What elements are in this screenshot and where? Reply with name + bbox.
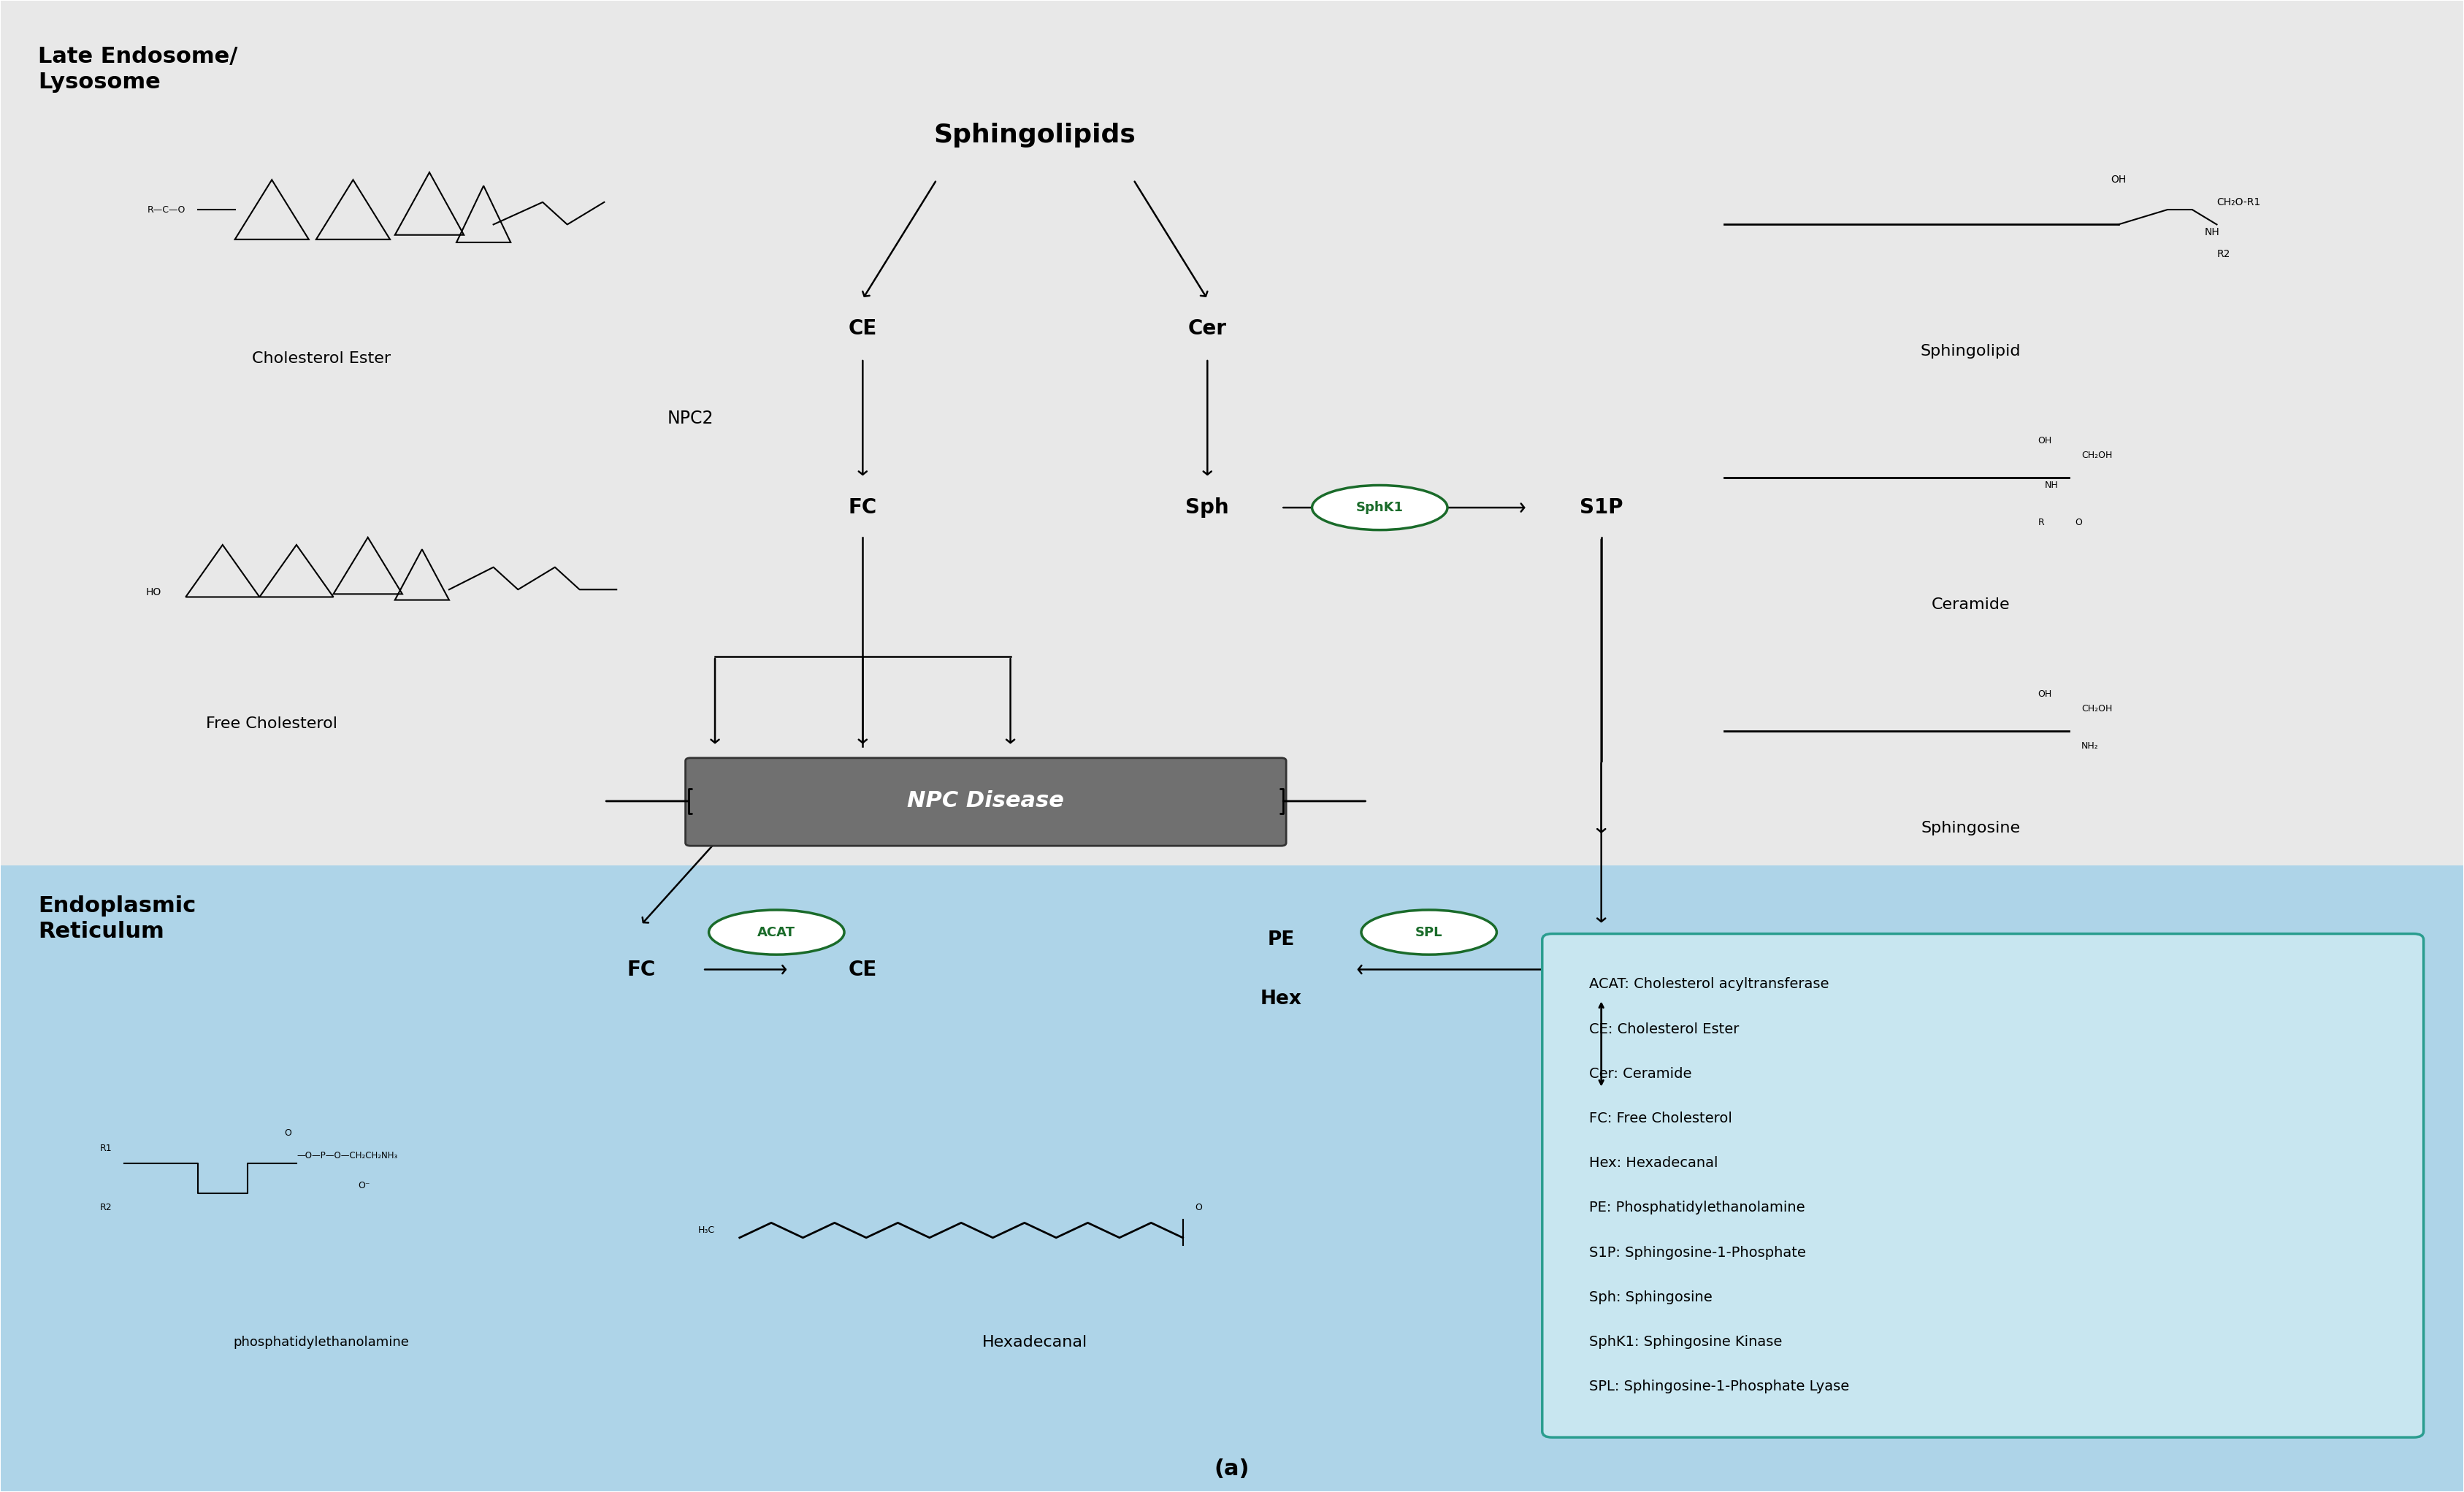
Ellipse shape: [1311, 485, 1446, 530]
Text: Endoplasmic
Reticulum: Endoplasmic Reticulum: [37, 895, 195, 943]
Text: CH₂OH: CH₂OH: [2082, 704, 2112, 713]
Text: NPC2: NPC2: [668, 409, 715, 427]
Text: Sphingolipid: Sphingolipid: [1919, 343, 2020, 358]
Text: HO: HO: [145, 588, 160, 598]
Text: CE: Cholesterol Ester: CE: Cholesterol Ester: [1589, 1022, 1740, 1035]
Text: S1P: S1P: [1579, 497, 1624, 518]
Text: —O—P—O—CH₂CH₂NH₃: —O—P—O—CH₂CH₂NH₃: [296, 1150, 397, 1161]
Text: FC: FC: [626, 959, 655, 980]
Text: SPL: SPL: [1414, 925, 1441, 938]
Text: Sph: Sphingosine: Sph: Sphingosine: [1589, 1291, 1712, 1304]
Text: R—C—O: R—C—O: [148, 204, 185, 215]
Text: H: H: [1772, 943, 1777, 950]
Text: FC: FC: [702, 767, 729, 785]
Text: O  O: O O: [2082, 1025, 2099, 1032]
Text: CH₂O-R1: CH₂O-R1: [2218, 197, 2262, 207]
Text: Sphingosine: Sphingosine: [1922, 821, 2020, 836]
Text: S1P: S1P: [1579, 959, 1624, 980]
Text: Hexadecanal: Hexadecanal: [983, 1335, 1087, 1349]
Ellipse shape: [1360, 910, 1496, 955]
Text: NH₂: NH₂: [2082, 742, 2099, 750]
Text: PE: Phosphatidylethanolamine: PE: Phosphatidylethanolamine: [1589, 1201, 1804, 1214]
Text: Cer: Ceramide: Cer: Ceramide: [1589, 1067, 1693, 1080]
FancyBboxPatch shape: [116, 146, 623, 392]
Text: NPC2: NPC2: [840, 767, 887, 785]
Text: CH₂OH: CH₂OH: [2082, 451, 2112, 460]
FancyBboxPatch shape: [683, 1159, 1338, 1376]
Text: phosphatidylethanolamine: phosphatidylethanolamine: [234, 1335, 409, 1349]
Text: Cholesterol Ester: Cholesterol Ester: [251, 351, 389, 366]
Text: Sph: Sph: [1185, 497, 1230, 518]
Text: (a): (a): [1215, 1458, 1249, 1479]
Text: H₂N: H₂N: [2057, 973, 2072, 980]
FancyBboxPatch shape: [42, 1070, 697, 1376]
Text: CE: CE: [848, 959, 877, 980]
Text: Hex: Hex: [1262, 989, 1301, 1009]
FancyBboxPatch shape: [1668, 891, 2373, 1109]
Text: HO: HO: [2070, 1055, 2082, 1062]
Text: ACAT: Cholesterol acyltransferase: ACAT: Cholesterol acyltransferase: [1589, 977, 1828, 991]
Text: OH: OH: [2038, 436, 2053, 445]
Text: Hex: Hexadecanal: Hex: Hexadecanal: [1589, 1156, 1717, 1170]
Text: R: R: [2038, 518, 2045, 527]
Text: H: H: [1870, 943, 1875, 950]
FancyBboxPatch shape: [1668, 101, 2422, 377]
Text: FC: Free Cholesterol: FC: Free Cholesterol: [1589, 1112, 1732, 1125]
FancyBboxPatch shape: [1542, 934, 2425, 1437]
Text: Late Endosome/
Lysosome: Late Endosome/ Lysosome: [37, 46, 237, 93]
Text: R2: R2: [2218, 249, 2230, 260]
Text: Sphingolipids: Sphingolipids: [934, 122, 1136, 148]
FancyBboxPatch shape: [1668, 652, 2324, 855]
Text: CE: CE: [848, 319, 877, 339]
Text: NH: NH: [2045, 480, 2057, 489]
Text: NPC1: NPC1: [988, 767, 1032, 785]
FancyBboxPatch shape: [0, 1, 2464, 865]
FancyBboxPatch shape: [42, 503, 549, 750]
Text: O⁻: O⁻: [357, 1180, 370, 1191]
Text: FC: FC: [848, 497, 877, 518]
Text: ACAT: ACAT: [756, 925, 796, 938]
Text: Free Cholesterol: Free Cholesterol: [207, 716, 338, 731]
Text: PE: PE: [1266, 930, 1296, 949]
Text: Cer: Cer: [1188, 319, 1227, 339]
Text: NPC Disease: NPC Disease: [907, 791, 1064, 812]
Text: O: O: [1195, 1203, 1202, 1213]
Text: Sph: Sph: [1579, 1116, 1624, 1137]
FancyBboxPatch shape: [0, 865, 2464, 1491]
FancyBboxPatch shape: [1668, 398, 2324, 631]
Text: Ceramide: Ceramide: [1932, 597, 2011, 612]
Text: SPL: Sphingosine-1-Phosphate Lyase: SPL: Sphingosine-1-Phosphate Lyase: [1589, 1380, 1848, 1394]
Text: OH: OH: [2038, 689, 2053, 698]
Text: SphK1: Sphingosine Kinase: SphK1: Sphingosine Kinase: [1589, 1335, 1781, 1349]
Ellipse shape: [710, 910, 845, 955]
Text: H: H: [2057, 1003, 2062, 1010]
Text: Sphingosine-1-Phosphate: Sphingosine-1-Phosphate: [1942, 1074, 2149, 1089]
Text: R2: R2: [99, 1203, 111, 1213]
FancyBboxPatch shape: [685, 758, 1286, 846]
Text: O: O: [283, 1128, 291, 1138]
Text: OH: OH: [2112, 175, 2126, 185]
Text: SphK1: SphK1: [1355, 501, 1404, 515]
Text: O: O: [2065, 518, 2082, 527]
Text: NH: NH: [2205, 227, 2220, 237]
Text: S1P: Sphingosine-1-Phosphate: S1P: Sphingosine-1-Phosphate: [1589, 1246, 1806, 1259]
Text: H₃C: H₃C: [697, 1225, 715, 1235]
Text: R1: R1: [99, 1143, 111, 1153]
